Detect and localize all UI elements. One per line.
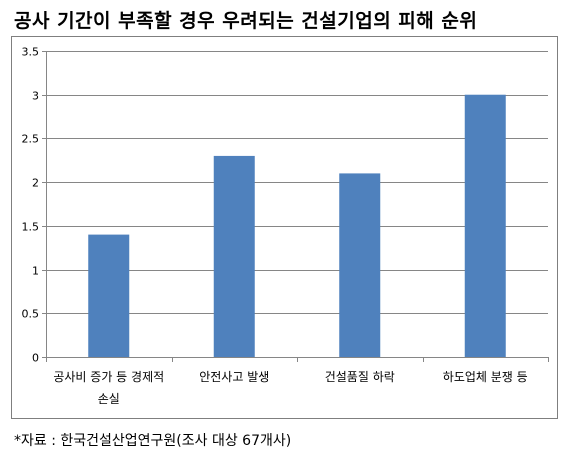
x-tick-label: 손실 [98,392,120,406]
bar [464,94,506,357]
y-tick-label: 2 [32,177,39,190]
y-tick-label: 3.5 [22,46,40,59]
y-tick-label: 1 [32,265,39,278]
x-tick-label: 공사비 증가 등 경제적 [53,370,164,384]
page-title: 공사 기간이 부족할 경우 우려되는 건설기업의 피해 순위 [14,10,478,32]
y-tick-label: 1.5 [22,221,40,234]
y-tick-label: 3 [32,90,39,103]
x-tick-label: 하도업체 분쟁 등 [443,370,528,384]
x-tick-label: 안전사고 발생 [199,370,269,384]
bar [213,155,255,357]
y-tick-label: 0.5 [22,308,40,321]
bar [339,173,381,357]
y-tick-label: 2.5 [22,133,40,146]
source-note: *자료 : 한국건설산업연구원(조사 대상 67개사) [14,433,292,449]
y-tick-label: 0 [32,352,39,365]
bar [88,234,130,357]
x-tick-label: 건설품질 하락 [325,370,395,384]
